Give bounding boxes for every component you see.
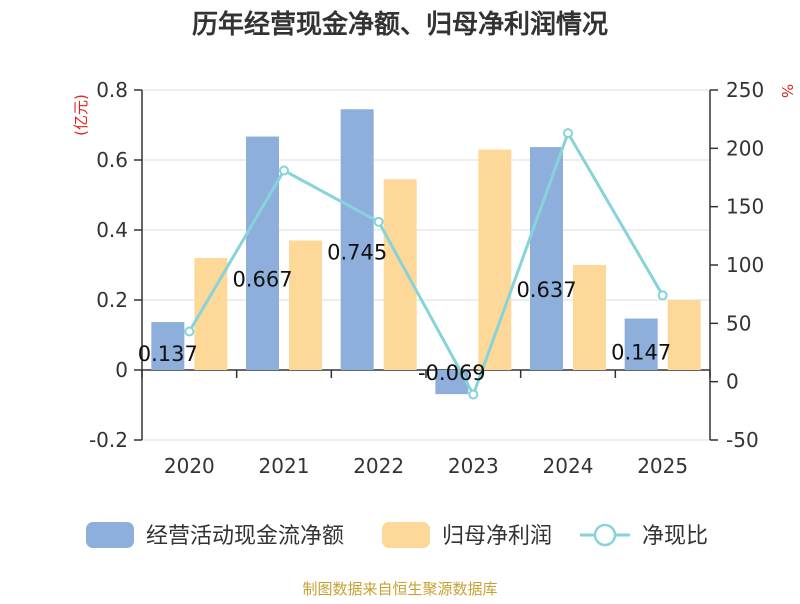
bar-profit <box>289 240 322 370</box>
x-tick-label: 2023 <box>448 454 499 478</box>
data-label-ocf: 0.637 <box>516 278 576 302</box>
data-label-ocf: 0.745 <box>327 240 387 264</box>
data-label-ocf: -0.069 <box>418 361 486 385</box>
y-left-tick-label: 0.4 <box>96 218 128 242</box>
x-tick-label: 2024 <box>543 454 594 478</box>
data-label-ocf: 0.137 <box>138 342 198 366</box>
y-left-tick-label: 0.8 <box>96 78 128 102</box>
x-tick-label: 2022 <box>353 454 404 478</box>
y-right-tick-label: 250 <box>726 78 764 102</box>
point-ratio <box>184 326 195 337</box>
bar-ocf <box>340 109 374 370</box>
y-right-unit: % <box>778 84 796 98</box>
point-ratio <box>657 290 668 301</box>
bar-ocf <box>246 136 279 370</box>
legend-label-ocf: 经营活动现金流净额 <box>146 524 344 549</box>
y-right-tick-label: 0 <box>726 370 739 394</box>
y-left-unit: (亿元) <box>72 94 90 136</box>
bar-ocf <box>530 147 563 370</box>
y-left-tick-label: 0.6 <box>96 148 128 172</box>
legend-label-ratio: 净现比 <box>642 524 708 549</box>
legend-swatch-ocf <box>86 522 134 548</box>
point-ratio <box>373 216 384 227</box>
point-ratio <box>279 165 289 176</box>
line-ratio <box>188 129 664 399</box>
y-left-tick-label: 0 <box>115 358 128 382</box>
bar-ocf <box>624 318 658 370</box>
bar-profit <box>383 179 417 370</box>
y-left-tick-label: -0.2 <box>89 428 128 452</box>
x-tick-label: 2021 <box>259 454 310 478</box>
y-right-tick-label: 50 <box>726 311 751 335</box>
y-right-tick-label: -50 <box>726 428 759 452</box>
legend-marker-ratio <box>593 523 617 547</box>
data-label-ocf: 0.147 <box>611 340 671 364</box>
point-ratio <box>563 128 573 139</box>
bar-profit <box>573 265 606 370</box>
x-tick-label: 2025 <box>637 454 688 478</box>
data-label-ocf: 0.667 <box>232 268 292 292</box>
y-left-tick-label: 0.2 <box>96 288 128 312</box>
y-right-tick-label: 100 <box>726 253 764 277</box>
bar-ocf <box>151 322 185 370</box>
point-ratio <box>468 389 479 400</box>
legend-swatch-profit <box>382 522 430 548</box>
y-right-tick-label: 200 <box>726 136 764 160</box>
x-tick-label: 2020 <box>164 454 215 478</box>
bar-profit <box>667 300 701 370</box>
chart-title: 历年经营现金净额、归母净利润情况 <box>192 9 608 40</box>
source-footer: 制图数据来自恒生聚源数据库 <box>302 580 498 598</box>
legend-label-profit: 归母净利润 <box>442 524 552 549</box>
y-right-tick-label: 150 <box>726 195 764 219</box>
